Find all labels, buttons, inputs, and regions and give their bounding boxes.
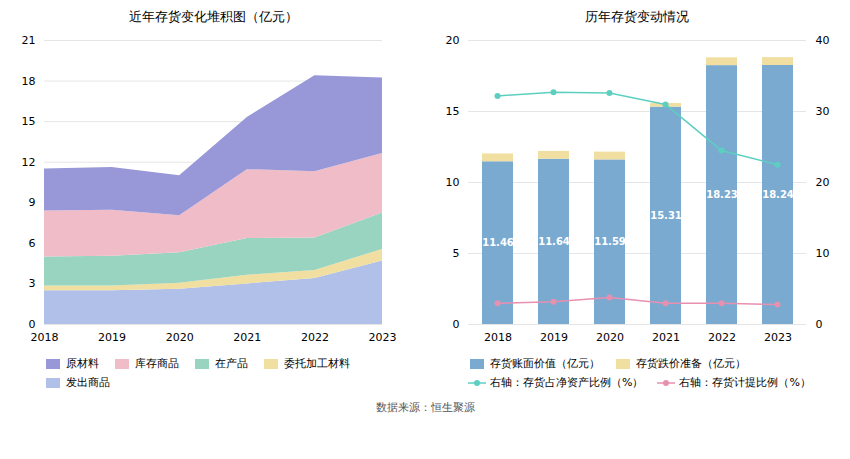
svg-text:3: 3 (29, 277, 36, 290)
svg-text:11.64: 11.64 (538, 236, 570, 247)
svg-text:11.59: 11.59 (594, 236, 626, 247)
svg-text:0: 0 (453, 318, 460, 331)
svg-text:18.23: 18.23 (706, 189, 738, 200)
svg-text:0: 0 (816, 318, 823, 331)
html-text:原材料: 原材料 (66, 357, 99, 370)
html-text:委托加工材料: 委托加工材料 (284, 357, 350, 370)
svg-text:15: 15 (22, 115, 36, 128)
svg-text:2021: 2021 (233, 331, 261, 344)
html-text:存货账面价值（亿元）: 存货账面价值（亿元） (490, 357, 600, 370)
svg-text:15: 15 (446, 105, 460, 118)
svg-text:12: 12 (22, 156, 36, 169)
svg-text:20: 20 (816, 176, 830, 189)
html-text:近年存货变化堆积图（亿元）: 近年存货变化堆积图（亿元） (128, 9, 298, 24)
svg-text:10: 10 (816, 247, 830, 260)
svg-text:40: 40 (816, 34, 830, 47)
svg-text:10: 10 (446, 176, 460, 189)
html-text:右轴：存货计提比例（%）: 右轴：存货计提比例（%） (679, 376, 811, 389)
svg-text:15.31: 15.31 (650, 210, 682, 221)
svg-text:2020: 2020 (596, 331, 624, 344)
svg-text:2019: 2019 (98, 331, 126, 344)
html-text:右轴：存货占净资产比例（%）: 右轴：存货占净资产比例（%） (490, 376, 644, 389)
html-text:发出商品: 发出商品 (66, 376, 110, 389)
html-text:在产品: 在产品 (215, 357, 248, 370)
svg-text:2020: 2020 (166, 331, 194, 344)
html-text:数据来源：恒生聚源: 数据来源：恒生聚源 (375, 401, 475, 414)
html-text:库存商品: 库存商品 (135, 357, 179, 370)
svg-text:18.24: 18.24 (762, 189, 794, 200)
html-text:存货跌价准备（亿元）: 存货跌价准备（亿元） (636, 357, 746, 370)
svg-text:2018: 2018 (484, 331, 512, 344)
svg-text:2018: 2018 (31, 331, 59, 344)
svg-text:2019: 2019 (540, 331, 568, 344)
svg-text:0: 0 (29, 318, 36, 331)
svg-text:5: 5 (453, 247, 460, 260)
svg-text:11.46: 11.46 (482, 237, 514, 248)
svg-text:2023: 2023 (369, 331, 397, 344)
svg-text:2021: 2021 (652, 331, 680, 344)
svg-text:21: 21 (22, 34, 36, 47)
svg-text:18: 18 (22, 75, 36, 88)
html-text:历年存货变动情况: 历年存货变动情况 (585, 9, 689, 24)
svg-text:30: 30 (816, 105, 830, 118)
svg-text:2022: 2022 (301, 331, 329, 344)
svg-text:2023: 2023 (764, 331, 792, 344)
svg-text:9: 9 (29, 196, 36, 209)
svg-text:20: 20 (446, 34, 460, 47)
svg-text:6: 6 (29, 237, 36, 250)
svg-text:2022: 2022 (708, 331, 736, 344)
